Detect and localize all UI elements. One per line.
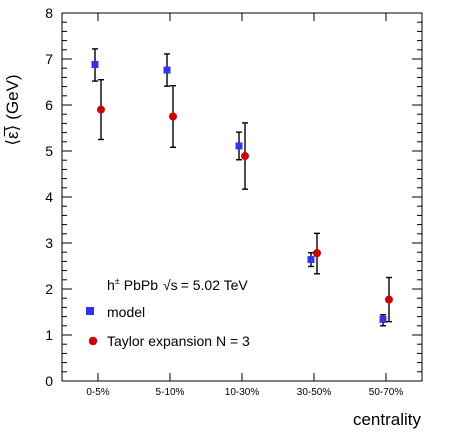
- y-tick-label: 8: [45, 5, 53, 21]
- x-tick-label: 5-10%: [156, 387, 185, 398]
- x-tick-label: 10-30%: [225, 387, 260, 398]
- y-axis-title: ⟨ε̅⟩(GeV): [3, 74, 22, 145]
- x-tick-label: 0-5%: [86, 387, 109, 398]
- legend-marker-taylor: [88, 336, 98, 346]
- y-tick-label: 2: [45, 281, 53, 297]
- data-point-taylor: [97, 105, 105, 114]
- y-tick-label: 5: [45, 143, 53, 159]
- x-tick-label: 50-70%: [369, 387, 404, 398]
- data-point-model: [379, 315, 387, 323]
- data-point-model: [91, 61, 99, 69]
- data-point-taylor: [313, 249, 321, 258]
- data-point-taylor: [385, 295, 393, 304]
- legend-header: h± PbPb √s = 5.02 TeV: [107, 276, 248, 293]
- data-point-model: [235, 142, 243, 150]
- y-tick-label: 0: [45, 373, 53, 389]
- legend-marker-model: [86, 307, 94, 315]
- data-point-taylor: [169, 112, 177, 121]
- x-axis: 0-5% 5-10% 10-30% 30-50% 50-70%: [86, 13, 403, 398]
- y-tick-label: 4: [45, 189, 53, 205]
- y-axis: 0 1 2 3 4 5 6 7 8: [45, 5, 422, 389]
- legend-label-model: model: [107, 304, 145, 320]
- y-tick-label: 3: [45, 235, 53, 251]
- y-tick-label: 6: [45, 97, 53, 113]
- x-tick-label: 30-50%: [297, 387, 332, 398]
- y-tick-label: 1: [45, 327, 53, 343]
- data-point-model: [307, 256, 315, 264]
- data-point-model: [163, 66, 171, 74]
- data-point-taylor: [241, 152, 249, 161]
- y-tick-label: 7: [45, 51, 53, 67]
- plot-frame: [61, 12, 423, 382]
- legend-label-taylor: Taylor expansion N = 3: [107, 333, 250, 349]
- data-marks: [91, 48, 393, 327]
- x-axis-title: centrality: [353, 410, 422, 429]
- legend: h± PbPb √s = 5.02 TeV model Taylor expansio…: [86, 276, 250, 349]
